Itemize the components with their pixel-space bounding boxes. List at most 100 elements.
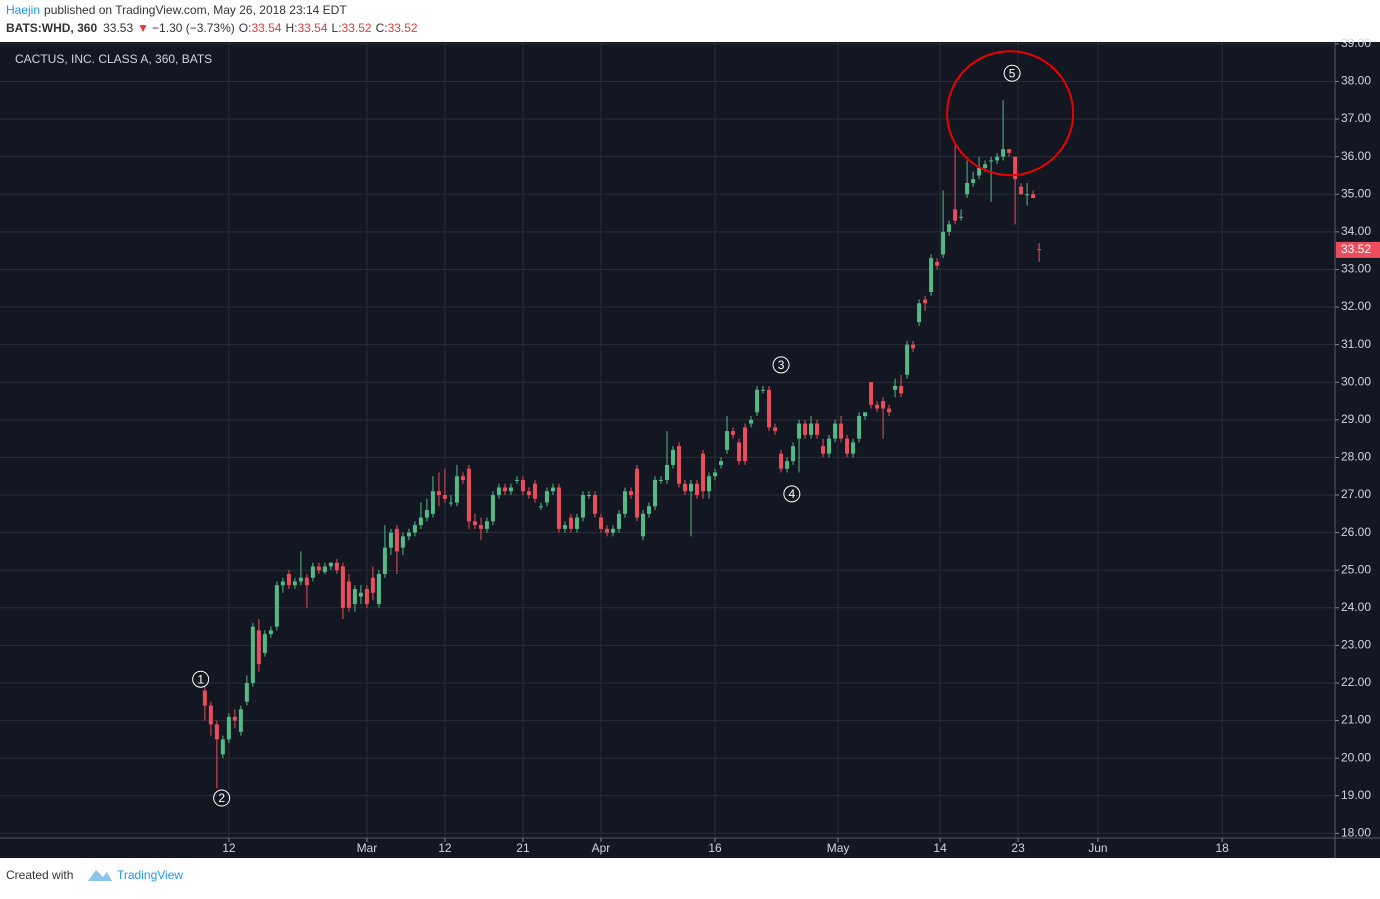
candle-body (646, 506, 651, 514)
candle-body (779, 453, 784, 469)
annotation-circle (1003, 64, 1021, 82)
candle-body (959, 216, 964, 218)
candle-body (881, 401, 886, 409)
x-tick-label: 18 (1215, 841, 1229, 855)
candle-body (863, 412, 868, 417)
candle-body (743, 427, 748, 462)
candle-body (803, 423, 808, 435)
candle-body (809, 423, 814, 435)
y-tick-label: 35.00 (1341, 186, 1371, 200)
candle-body (244, 682, 249, 702)
annotation-label: 5 (1009, 66, 1016, 80)
candle-body (701, 453, 706, 492)
candle-body (1001, 149, 1006, 157)
candle-body (298, 577, 303, 582)
candle-body (791, 446, 796, 462)
last-price-tag (1336, 241, 1380, 258)
candle-body (280, 581, 285, 586)
ohlc-key: H: (285, 21, 297, 35)
y-tick-label: 30.00 (1341, 374, 1371, 388)
candle-body (514, 479, 519, 481)
brand[interactable]: TradingView (117, 868, 183, 882)
y-tick-label: 24.00 (1341, 600, 1371, 614)
annotation-label: 2 (218, 791, 225, 805)
y-tick-label: 37.00 (1341, 111, 1371, 125)
candle-body (664, 464, 669, 480)
y-tick-label: 29.00 (1341, 412, 1371, 426)
candle-body (899, 385, 904, 394)
y-tick-label: 36.00 (1341, 149, 1371, 163)
candle-body (292, 581, 297, 586)
highlight-circle (946, 50, 1075, 177)
candle-body (256, 630, 261, 665)
candle-body (538, 506, 543, 508)
candle-body (520, 479, 525, 492)
candle-body (1013, 156, 1018, 180)
x-tick-label: Jun (1088, 841, 1107, 855)
x-tick-label: 12 (222, 841, 236, 855)
candle-body (316, 566, 321, 571)
annotation-label: 1 (197, 672, 204, 686)
candle-body (971, 179, 976, 183)
tradingview-logo (88, 870, 112, 881)
candle-body (983, 164, 988, 168)
annotation-label: 3 (778, 358, 785, 372)
candle-body (340, 566, 345, 608)
candle-body (508, 487, 513, 492)
candle-body (815, 423, 820, 435)
candle-body (532, 483, 537, 499)
candle-body (671, 449, 676, 465)
candle-body (424, 510, 429, 518)
candle-body (677, 446, 682, 484)
candle-body (598, 517, 603, 529)
candle-body (737, 442, 742, 462)
candle-body (977, 167, 982, 176)
candle-body (767, 389, 772, 428)
annotation-label: 4 (788, 487, 795, 501)
candle-body (1007, 149, 1012, 153)
x-tick-label: 14 (933, 841, 947, 855)
candle-body (941, 231, 946, 255)
candle-body (917, 303, 922, 323)
candle-body (821, 446, 826, 454)
candle-body (274, 585, 279, 627)
candle-body (995, 156, 1000, 161)
candle-body (436, 491, 441, 496)
footer: Created with TradingView (6, 868, 183, 882)
ohlc-key: C: (376, 21, 388, 35)
candle-body (472, 521, 477, 526)
ohlc-key: L: (332, 21, 342, 35)
candle-body (334, 562, 339, 571)
candle-body (1019, 186, 1024, 195)
x-tick-label: 12 (438, 841, 452, 855)
candle-body (442, 495, 447, 499)
y-tick-label: 31.00 (1341, 337, 1371, 351)
candle-body (604, 528, 609, 533)
candle-body (610, 528, 615, 533)
candle-body (454, 476, 459, 503)
candle-body (478, 525, 483, 529)
candle-body (725, 431, 730, 450)
chart-background (0, 42, 1380, 858)
candle-body (616, 513, 621, 529)
candle-body (250, 626, 255, 683)
y-tick-label: 20.00 (1341, 750, 1371, 764)
arrow: ▼ (137, 21, 149, 35)
last-price-label: 33.52 (1341, 242, 1371, 256)
candle-body (749, 419, 754, 424)
author[interactable]: Haejin (6, 3, 40, 17)
y-tick-label: 32.00 (1341, 299, 1371, 313)
candle-body (761, 389, 766, 391)
candle-body (592, 495, 597, 514)
candle-body (406, 532, 411, 537)
symbol-line: BATS:WHD, 360 33.53 ▼ −1.30 (−3.73%) O:33.54… (6, 21, 418, 35)
candle-body (322, 566, 327, 573)
candle-body (328, 562, 333, 567)
y-tick-label: 39.00 (1341, 36, 1371, 50)
created-with: Created with (6, 868, 73, 882)
annotation-circle (192, 670, 210, 688)
candle-body (785, 461, 790, 469)
x-tick-label: 23 (1011, 841, 1025, 855)
candle-body (490, 495, 495, 522)
candle-body (905, 344, 910, 375)
